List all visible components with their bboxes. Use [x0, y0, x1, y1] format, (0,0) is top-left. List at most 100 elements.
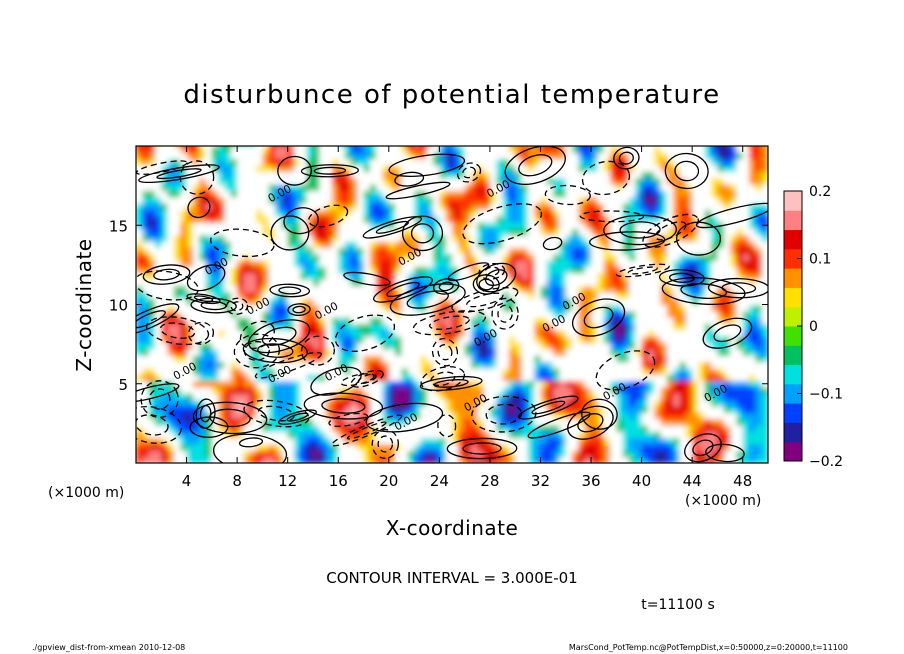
heatmap-cell [679, 241, 687, 249]
heatmap-cell [527, 355, 535, 363]
heatmap-cell [256, 190, 263, 198]
heatmap-cell [578, 393, 586, 401]
heatmap-cell [489, 234, 497, 242]
heatmap-cell [205, 266, 213, 274]
heatmap-cell [230, 190, 238, 198]
heatmap-cell [755, 171, 763, 179]
heatmap-cell [597, 203, 605, 210]
heatmap-cell [439, 367, 447, 375]
heatmap-cell [578, 146, 586, 153]
heatmap-cell [211, 215, 219, 223]
heatmap-cell [199, 272, 207, 280]
heatmap-cell [300, 272, 308, 280]
heatmap-cell [477, 431, 485, 439]
heatmap-cell [224, 146, 232, 153]
heatmap-cell [205, 260, 213, 268]
heatmap-cell [275, 253, 282, 261]
heatmap-cell [243, 374, 251, 382]
heatmap-cell [237, 228, 245, 236]
heatmap-cell [578, 253, 586, 261]
heatmap-cell [319, 222, 327, 230]
heatmap-cell [268, 241, 276, 249]
heatmap-cell [565, 310, 573, 318]
heatmap-cell [553, 367, 561, 375]
heatmap-cell [572, 450, 579, 458]
heatmap-cell [458, 241, 466, 249]
heatmap-cell [660, 367, 668, 375]
heatmap-cell [357, 272, 365, 280]
heatmap-cell [635, 291, 643, 299]
heatmap-cell [470, 361, 478, 369]
heatmap-cell [477, 374, 485, 382]
heatmap-cell [363, 177, 371, 185]
heatmap-cell [287, 329, 295, 337]
heatmap-cell [761, 424, 768, 432]
heatmap-cell [256, 298, 263, 306]
heatmap-cell [553, 196, 561, 204]
heatmap-cell [154, 386, 162, 394]
heatmap-cell [553, 215, 561, 223]
heatmap-cell [414, 450, 421, 458]
heatmap-cell [401, 171, 409, 179]
heatmap-cell [224, 260, 232, 268]
heatmap-cell [262, 386, 270, 394]
heatmap-cell [243, 146, 251, 153]
heatmap-cell [312, 310, 320, 318]
heatmap-cell [237, 355, 245, 363]
heatmap-cell [199, 222, 207, 230]
heatmap-cell [331, 146, 339, 153]
heatmap-cell [167, 184, 175, 191]
heatmap-cell [458, 215, 466, 223]
heatmap-cell [610, 418, 617, 426]
heatmap-cell [344, 304, 352, 312]
heatmap-cell [692, 228, 700, 236]
heatmap-cell [711, 241, 719, 249]
heatmap-cell [180, 374, 188, 382]
heatmap-cell [761, 317, 768, 325]
heatmap-cell [616, 253, 624, 261]
heatmap-cell [711, 361, 719, 369]
heatmap-cell [376, 241, 384, 249]
heatmap-cell [559, 317, 567, 325]
heatmap-cell [470, 456, 478, 463]
heatmap-cell [275, 450, 282, 458]
heatmap-cell [641, 291, 649, 299]
heatmap-cell [508, 336, 516, 344]
heatmap-cell [414, 386, 421, 394]
heatmap-cell [230, 418, 238, 426]
heatmap-cell [186, 393, 194, 401]
heatmap-cell [199, 247, 207, 255]
heatmap-cell [287, 279, 295, 287]
heatmap-cell [262, 241, 270, 249]
heatmap-cell [736, 241, 744, 249]
heatmap-cell [534, 348, 542, 356]
heatmap-cell [572, 177, 579, 185]
heatmap-cell [414, 241, 421, 249]
heatmap-cell [711, 272, 719, 280]
heatmap-cell [167, 405, 175, 413]
heatmap-cell [161, 348, 169, 356]
heatmap-cell [199, 177, 207, 185]
heatmap-cell [546, 450, 554, 458]
heatmap-cell [325, 456, 333, 463]
heatmap-cell [565, 450, 573, 458]
heatmap-cell [319, 266, 327, 274]
heatmap-cell [597, 405, 605, 413]
heatmap-cell [388, 393, 396, 401]
heatmap-cell [319, 431, 327, 439]
heatmap-cell [565, 215, 573, 223]
heatmap-cell [755, 418, 763, 426]
heatmap-cell [584, 298, 592, 306]
heatmap-cell [698, 304, 706, 312]
heatmap-cell [610, 228, 617, 236]
heatmap-cell [268, 399, 276, 407]
heatmap-cell [268, 386, 276, 394]
heatmap-cell [736, 272, 744, 280]
heatmap-cell [439, 291, 447, 299]
heatmap-cell [433, 165, 440, 172]
heatmap-cell [338, 355, 346, 363]
heatmap-cell [325, 190, 333, 198]
heatmap-cell [578, 443, 586, 451]
heatmap-cell [616, 203, 624, 210]
heatmap-cell [730, 336, 737, 344]
